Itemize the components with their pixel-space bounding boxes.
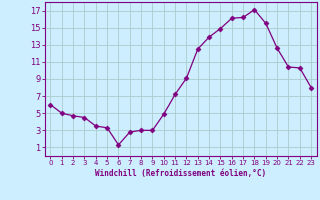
X-axis label: Windchill (Refroidissement éolien,°C): Windchill (Refroidissement éolien,°C) — [95, 169, 266, 178]
